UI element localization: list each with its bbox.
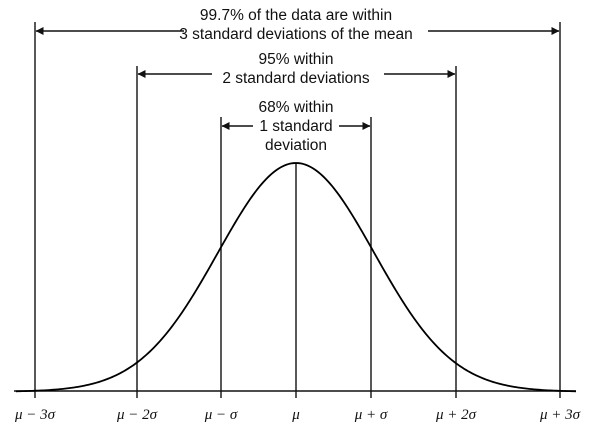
annotation-2sigma-line1: 95% within bbox=[259, 51, 334, 68]
annotation-1sigma-line1: 68% within bbox=[259, 99, 334, 116]
annotation-2sigma-line2: 2 standard deviations bbox=[222, 70, 370, 87]
bell-curve bbox=[15, 162, 577, 393]
tick-label-mu-minus-3sigma: μ − 3σ bbox=[14, 407, 56, 423]
tick-label-mu: μ bbox=[291, 407, 300, 423]
annotation-3sigma-line1: 99.7% of the data are within bbox=[200, 7, 392, 24]
tick-label-mu-plus-sigma: μ + σ bbox=[354, 407, 388, 423]
annotation-1sigma-line3: deviation bbox=[265, 137, 327, 154]
annotation-3sigma-line2: 3 standard deviations of the mean bbox=[179, 26, 413, 43]
tick-label-mu-minus-sigma: μ − σ bbox=[204, 407, 238, 423]
tick-label-mu-plus-2sigma: μ + 2σ bbox=[435, 407, 477, 423]
annotation-1sigma-line2: 1 standard bbox=[259, 118, 332, 135]
tick-label-mu-plus-3sigma: μ + 3σ bbox=[539, 407, 581, 423]
tick-label-mu-minus-2sigma: μ − 2σ bbox=[116, 407, 158, 423]
